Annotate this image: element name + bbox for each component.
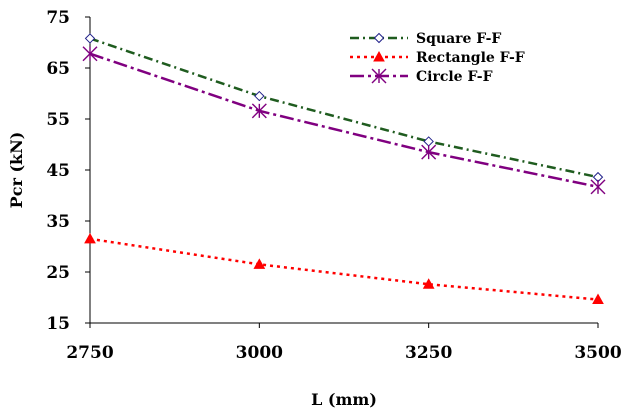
- x-tick-label: 3000: [236, 343, 283, 363]
- x-axis-ticks: 2750 3000 3250 3500: [66, 323, 622, 363]
- data-point: [254, 90, 265, 102]
- x-tick-label: 3250: [405, 343, 452, 363]
- legend-item: Circle F-F: [350, 68, 493, 85]
- y-axis-title: Pcr (kN): [7, 132, 26, 209]
- y-tick-label: 75: [46, 8, 70, 28]
- legend-marker: [373, 32, 385, 44]
- legend-item: Square F-F: [350, 31, 501, 47]
- legend-marker: [371, 68, 387, 84]
- legend-item: Rectangle F-F: [350, 50, 525, 66]
- y-tick-label: 45: [46, 161, 70, 181]
- y-tick-label: 65: [46, 59, 70, 79]
- data-point: [84, 33, 96, 44]
- y-tick-label: 25: [46, 263, 70, 283]
- x-tick-label: 2750: [66, 343, 113, 363]
- series-circle-f-f: [82, 46, 606, 195]
- legend-label: Circle F-F: [416, 69, 493, 85]
- legend-marker: [373, 50, 385, 62]
- axes: 15 25 35 45 55 65 75 2750 3000 3250 3500: [46, 8, 621, 363]
- series-line: [89, 237, 599, 301]
- y-tick-label: 55: [46, 110, 70, 130]
- series-square-f-f: [84, 33, 604, 183]
- data-point: [82, 46, 98, 62]
- data-point: [592, 293, 604, 305]
- series-rectangle-f-f: [84, 232, 604, 305]
- y-axis-ticks: 15 25 35 45 55 65 75: [46, 8, 90, 334]
- y-tick-label: 35: [46, 212, 70, 232]
- data-point: [590, 179, 606, 195]
- data-point: [422, 278, 435, 289]
- legend-label: Rectangle F-F: [416, 50, 525, 66]
- data-point: [253, 258, 266, 269]
- data-point: [423, 136, 434, 147]
- series-line: [89, 37, 599, 179]
- data-point: [421, 144, 437, 160]
- x-tick-label: 3500: [574, 343, 621, 363]
- y-tick-label: 15: [46, 314, 70, 334]
- series-layer: [82, 33, 606, 305]
- legend: Square F-F Rectangle F-F Circle F-F: [350, 31, 525, 85]
- legend-label: Square F-F: [416, 31, 501, 47]
- data-point: [251, 103, 267, 119]
- x-axis-title: L (mm): [311, 390, 377, 409]
- series-line: [89, 52, 599, 189]
- data-point: [84, 232, 96, 244]
